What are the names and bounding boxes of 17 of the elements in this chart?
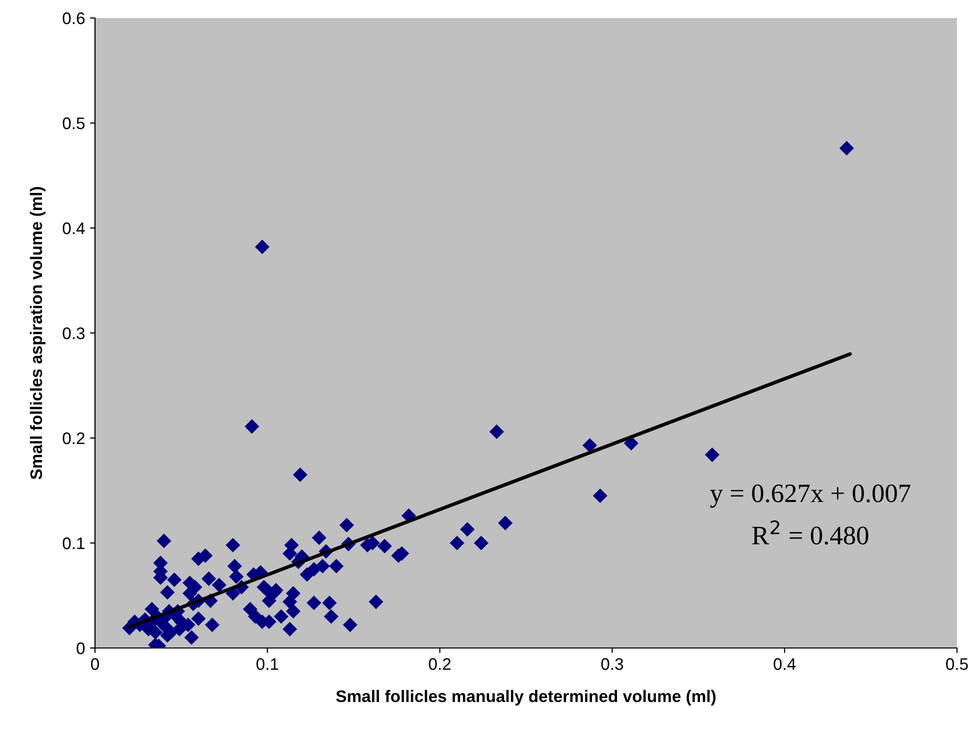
x-axis-title: Small follicles manually determined volume (ml) xyxy=(336,690,716,706)
x-tick-label: 0.1 xyxy=(256,658,278,670)
x-tick-label: 0.2 xyxy=(428,658,451,670)
y-tick-label: 0.3 xyxy=(62,327,85,340)
y-tick-label: 0.1 xyxy=(62,537,84,550)
y-tick-label: 0 xyxy=(76,642,85,654)
y-tick-label: 0.2 xyxy=(62,432,84,444)
x-tick-label: 0 xyxy=(91,658,99,670)
y-tick-label: 0.4 xyxy=(62,222,85,234)
x-tick-label: 0.5 xyxy=(946,658,968,670)
annotation: R$^{2}$ = 0.480 xyxy=(752,520,868,545)
y-tick-label: 0.6 xyxy=(62,12,85,24)
x-tick-label: 0.3 xyxy=(601,658,624,670)
annotation: y = 0.627x + 0.007 xyxy=(710,484,910,508)
y-tick-label: 0.5 xyxy=(62,117,85,130)
x-tick-label: 0.4 xyxy=(774,658,796,670)
y-axis-title: Small follicles aspiration volume (ml) xyxy=(30,187,46,480)
